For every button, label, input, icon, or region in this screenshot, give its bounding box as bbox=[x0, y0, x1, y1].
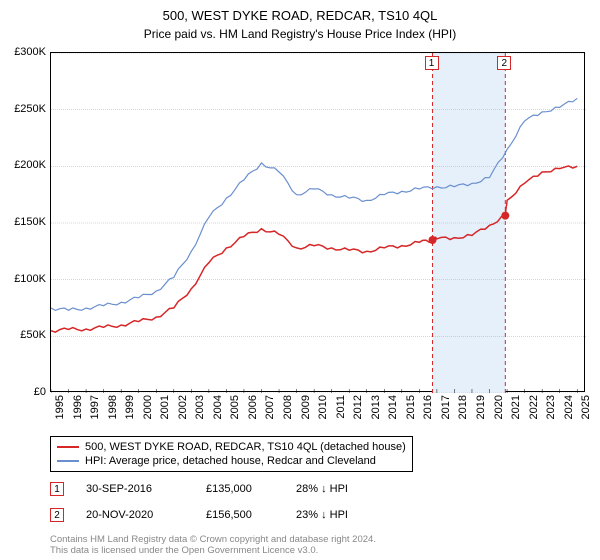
chart-subtitle: Price paid vs. HM Land Registry's House … bbox=[0, 23, 600, 47]
legend-label-hpi: HPI: Average price, detached house, Redc… bbox=[85, 455, 376, 467]
licence-line2: This data is licensed under the Open Gov… bbox=[50, 545, 376, 556]
legend-swatch-hpi bbox=[57, 460, 79, 462]
legend-row-price-paid: 500, WEST DYKE ROAD, REDCAR, TS10 4QL (d… bbox=[57, 440, 406, 454]
plot-area bbox=[50, 52, 585, 392]
chart-title: 500, WEST DYKE ROAD, REDCAR, TS10 4QL bbox=[0, 0, 600, 23]
legend-label-price-paid: 500, WEST DYKE ROAD, REDCAR, TS10 4QL (d… bbox=[85, 441, 406, 453]
sale-hpi-2: 23% ↓ HPI bbox=[296, 509, 386, 521]
sale-date-2: 20-NOV-2020 bbox=[86, 509, 206, 521]
sale-row-1: 1 30-SEP-2016 £135,000 28% ↓ HPI bbox=[50, 482, 386, 496]
plot-svg bbox=[51, 53, 586, 393]
licence-line1: Contains HM Land Registry data © Crown c… bbox=[50, 534, 376, 545]
legend: 500, WEST DYKE ROAD, REDCAR, TS10 4QL (d… bbox=[50, 436, 413, 472]
sale-hpi-1: 28% ↓ HPI bbox=[296, 483, 386, 495]
chart-container: 500, WEST DYKE ROAD, REDCAR, TS10 4QL Pr… bbox=[0, 0, 600, 560]
legend-swatch-price-paid bbox=[57, 446, 79, 448]
sale-date-1: 30-SEP-2016 bbox=[86, 483, 206, 495]
sale-marker-1: 1 bbox=[50, 482, 64, 496]
sale-price-1: £135,000 bbox=[206, 483, 296, 495]
sale-price-2: £156,500 bbox=[206, 509, 296, 521]
sale-row-2: 2 20-NOV-2020 £156,500 23% ↓ HPI bbox=[50, 508, 386, 522]
licence-text: Contains HM Land Registry data © Crown c… bbox=[50, 534, 376, 557]
sale-marker-2: 2 bbox=[50, 508, 64, 522]
legend-row-hpi: HPI: Average price, detached house, Redc… bbox=[57, 454, 406, 468]
